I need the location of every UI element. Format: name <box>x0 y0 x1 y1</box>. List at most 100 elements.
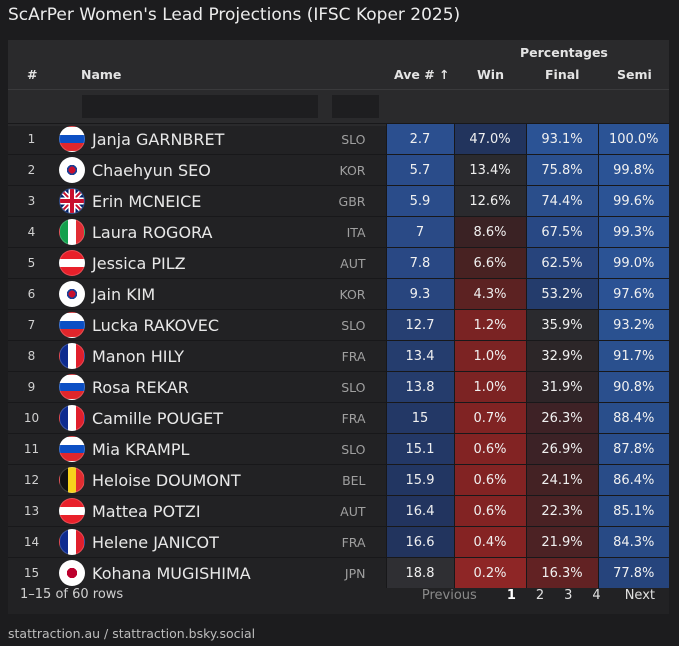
flag-cell <box>55 371 89 403</box>
rows-info: 1–15 of 60 rows <box>20 587 124 602</box>
win-cell: 0.2% <box>453 557 526 588</box>
athlete-name: Helene JANICOT <box>89 526 325 558</box>
header-semi[interactable]: Semi <box>617 67 652 82</box>
ave-cell: 18.8 <box>385 557 454 588</box>
athlete-name: Lucka RAKOVEC <box>89 309 325 341</box>
header-name[interactable]: Name <box>81 67 122 82</box>
country-code: SLO <box>325 309 386 341</box>
athlete-name: Kohana MUGISHIMA <box>89 557 325 588</box>
table-row: 7 Lucka RAKOVEC SLO 12.7 1.2% 35.9% 93.2% <box>8 309 669 341</box>
name-filter-input[interactable] <box>82 95 318 118</box>
flag-cell <box>55 495 89 527</box>
win-cell: 4.3% <box>453 278 526 310</box>
austria-flag-icon <box>59 498 85 524</box>
rank-cell: 7 <box>8 309 55 341</box>
italy-flag-icon <box>59 219 85 245</box>
final-cell: 21.9% <box>525 526 598 558</box>
header-percentages: Percentages <box>520 45 608 60</box>
page-title: ScArPer Women's Lead Projections (IFSC K… <box>8 5 461 25</box>
korea-flag-icon <box>59 281 85 307</box>
semi-cell: 85.1% <box>597 495 669 527</box>
final-cell: 22.3% <box>525 495 598 527</box>
france-flag-icon <box>59 405 85 431</box>
flag-cell <box>55 123 89 155</box>
rank-cell: 4 <box>8 216 55 248</box>
win-cell: 1.0% <box>453 340 526 372</box>
athlete-name: Janja GARNBRET <box>89 123 325 155</box>
rank-cell: 2 <box>8 154 55 186</box>
athlete-name: Erin MCNEICE <box>89 185 325 217</box>
semi-cell: 86.4% <box>597 464 669 496</box>
table-row: 3 Erin MCNEICE GBR 5.9 12.6% 74.4% 99.6% <box>8 185 669 217</box>
rank-cell: 5 <box>8 247 55 279</box>
rank-cell: 14 <box>8 526 55 558</box>
win-cell: 1.0% <box>453 371 526 403</box>
flag-cell <box>55 433 89 465</box>
country-code: JPN <box>325 557 386 588</box>
ave-cell: 2.7 <box>385 123 454 155</box>
country-code: SLO <box>325 371 386 403</box>
header-rank[interactable]: # <box>27 67 38 82</box>
win-cell: 0.7% <box>453 402 526 434</box>
previous-button[interactable]: Previous <box>421 587 477 603</box>
ave-cell: 13.4 <box>385 340 454 372</box>
win-cell: 47.0% <box>453 123 526 155</box>
final-cell: 35.9% <box>525 309 598 341</box>
final-cell: 26.3% <box>525 402 598 434</box>
table-row: 5 Jessica PILZ AUT 7.8 6.6% 62.5% 99.0% <box>8 247 669 279</box>
table-row: 13 Mattea POTZI AUT 16.4 0.6% 22.3% 85.1% <box>8 495 669 527</box>
next-button[interactable]: Next <box>624 587 655 603</box>
flag-cell <box>55 309 89 341</box>
final-cell: 62.5% <box>525 247 598 279</box>
table-row: 12 Heloise DOUMONT BEL 15.9 0.6% 24.1% 86.4% <box>8 464 669 496</box>
win-cell: 0.6% <box>453 495 526 527</box>
final-cell: 67.5% <box>525 216 598 248</box>
page-1-button[interactable]: 1 <box>506 587 516 603</box>
rank-cell: 3 <box>8 185 55 217</box>
korea-flag-icon <box>59 157 85 183</box>
semi-cell: 90.8% <box>597 371 669 403</box>
final-cell: 32.9% <box>525 340 598 372</box>
japan-flag-icon <box>59 560 85 586</box>
final-cell: 75.8% <box>525 154 598 186</box>
ave-cell: 16.4 <box>385 495 454 527</box>
header-win[interactable]: Win <box>477 67 504 82</box>
france-flag-icon <box>59 343 85 369</box>
semi-cell: 91.7% <box>597 340 669 372</box>
semi-cell: 99.3% <box>597 216 669 248</box>
flag-cell <box>55 154 89 186</box>
table-row: 8 Manon HILY FRA 13.4 1.0% 32.9% 91.7% <box>8 340 669 372</box>
france-flag-icon <box>59 529 85 555</box>
credit-footer: stattraction.au / stattraction.bsky.soci… <box>8 626 256 641</box>
athlete-name: Heloise DOUMONT <box>89 464 325 496</box>
table-row: 9 Rosa REKAR SLO 13.8 1.0% 31.9% 90.8% <box>8 371 669 403</box>
country-filter-input[interactable] <box>332 95 379 118</box>
country-code: FRA <box>325 340 386 372</box>
win-cell: 12.6% <box>453 185 526 217</box>
slovenia-flag-icon <box>59 436 85 462</box>
table-body: 1 Janja GARNBRET SLO 2.7 47.0% 93.1% 100.0% 2 Ch… <box>8 123 669 588</box>
uk-flag-icon <box>59 188 85 214</box>
ave-cell: 15 <box>385 402 454 434</box>
ave-cell: 12.7 <box>385 309 454 341</box>
page-2-button[interactable]: 2 <box>535 587 545 603</box>
page-4-button[interactable]: 4 <box>592 587 601 603</box>
pagination: Previous 1 2 3 4 Next <box>412 576 669 614</box>
semi-cell: 84.3% <box>597 526 669 558</box>
slovenia-flag-icon <box>59 312 85 338</box>
table-row: 10 Camille POUGET FRA 15 0.7% 26.3% 88.4% <box>8 402 669 434</box>
austria-flag-icon <box>59 250 85 276</box>
semi-cell: 100.0% <box>597 123 669 155</box>
ave-cell: 15.9 <box>385 464 454 496</box>
country-code: AUT <box>325 495 386 527</box>
header-final[interactable]: Final <box>545 67 580 82</box>
country-code: SLO <box>325 433 386 465</box>
rank-cell: 10 <box>8 402 55 434</box>
athlete-name: Manon HILY <box>89 340 325 372</box>
athlete-name: Mattea POTZI <box>89 495 325 527</box>
flag-cell <box>55 526 89 558</box>
final-cell: 24.1% <box>525 464 598 496</box>
header-ave-sorted[interactable]: Ave # ↑ <box>394 67 450 82</box>
ave-cell: 5.7 <box>385 154 454 186</box>
page-3-button[interactable]: 3 <box>564 587 573 603</box>
